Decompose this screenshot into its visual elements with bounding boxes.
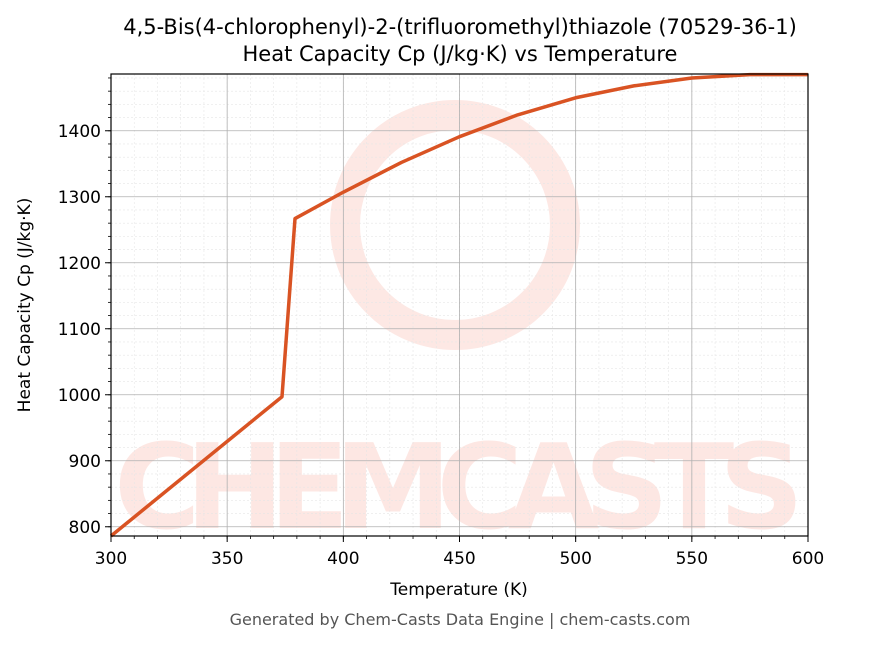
y-tick-label: 1400 (58, 122, 101, 142)
x-tick-label: 300 (95, 549, 127, 569)
x-tick-label: 450 (443, 549, 475, 569)
y-tick-label: 1300 (58, 188, 101, 208)
chart-title: 4,5-Bis(4-chlorophenyl)-2-(trifluorometh… (123, 15, 797, 39)
watermark-group: CHEMCASTS (114, 100, 804, 556)
x-tick-label: 400 (327, 549, 359, 569)
x-tick-label: 350 (211, 549, 243, 569)
y-tick-label: 1100 (58, 320, 101, 340)
plot-frame (110, 73, 809, 537)
x-tick-label: 500 (559, 549, 591, 569)
footer: Generated by Chem-Casts Data Engine | ch… (230, 610, 691, 629)
y-tick-label: 1000 (58, 386, 101, 406)
y-tick-label: 800 (69, 518, 101, 538)
watermark-logo (330, 100, 580, 350)
x-tick-label: 550 (676, 549, 708, 569)
data-line (109, 72, 808, 538)
x-tick-label: 600 (792, 549, 824, 569)
chart-subtitle: Heat Capacity Cp (J/kg·K) vs Temperature (243, 42, 678, 66)
y-axis-label: Heat Capacity Cp (J/kg·K) (15, 198, 35, 413)
y-tick-label: 1200 (58, 254, 101, 274)
x-axis-label: Temperature (K) (389, 580, 528, 600)
y-tick-label: 900 (69, 452, 101, 472)
